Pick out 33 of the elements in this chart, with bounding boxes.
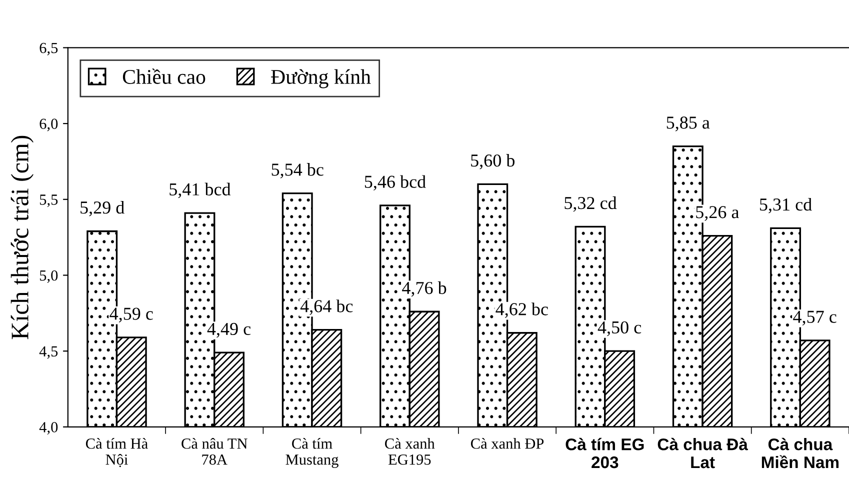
y-tick-label: 5,0	[40, 270, 58, 283]
data-label: 4,76 b	[402, 281, 446, 297]
data-label: 5,46 bcd	[364, 175, 426, 190]
legend-label: Đường kính	[271, 69, 371, 88]
x-tick-label: Cà chua Miền Nam	[762, 438, 839, 468]
data-label: 4,57 c	[793, 310, 836, 326]
data-label: 4,59 c	[110, 308, 153, 322]
y-tick-label: 4,0	[39, 422, 58, 435]
x-tick-label: Cà tím Hà Nội	[86, 438, 148, 468]
y-tick-label: 6,5	[40, 42, 58, 56]
data-label: 5,26 a	[696, 206, 740, 221]
legend-label: Chiều cao	[122, 68, 206, 84]
data-label: 4,64 bc	[300, 300, 353, 315]
y-tick-label: 4,5	[39, 346, 58, 359]
data-label: 4,49 c	[207, 322, 251, 338]
data-label: 4,62 bc	[496, 302, 548, 318]
y-axis-title: Kích thước trái (cm)	[10, 136, 34, 340]
data-label: 5,31 cd	[760, 198, 812, 214]
data-label: 5,41 bcd	[170, 182, 231, 198]
y-tick-label: 6,0	[40, 118, 58, 132]
x-tick-label: Cà tím Mustang	[286, 438, 338, 468]
x-tick-label: Cà tím EG 203	[566, 438, 644, 468]
data-label: 5,85 a	[666, 116, 710, 132]
data-label: 5,32 cd	[564, 196, 617, 212]
x-tick-label: Cà nâu TN 78A	[182, 438, 248, 465]
data-label: 5,60 b	[471, 154, 515, 170]
y-tick-label: 5,5	[40, 194, 58, 208]
x-tick-label: Cà xanh ĐP	[470, 438, 544, 449]
data-label: 5,29 d	[80, 200, 124, 216]
x-tick-label: Cà xanh EG195	[385, 438, 435, 465]
data-label: 5,54 bc	[272, 163, 324, 178]
x-tick-label: Cà chua Đà Lat	[658, 438, 748, 468]
data-label: 4,50 c	[598, 321, 642, 336]
